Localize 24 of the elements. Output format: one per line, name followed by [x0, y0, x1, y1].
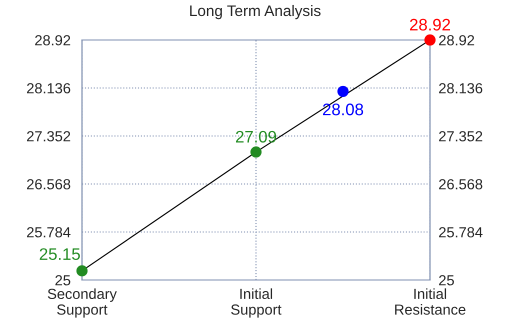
y-tick-label: 27.352: [27, 131, 70, 142]
y2-tick-label: 25.784: [439, 227, 483, 238]
data-label: 28.92: [410, 18, 450, 31]
data-label: 27.09: [236, 130, 276, 143]
y2-tick-label: 28.92: [439, 35, 474, 46]
y-tick-label: 28.92: [35, 35, 70, 46]
point: [250, 146, 262, 158]
y2-tick-label: 27.352: [439, 131, 482, 142]
y2-tick-label: 28.136: [439, 83, 482, 94]
y-tick-label: 28.136: [27, 83, 70, 94]
x-tick-label: Initial Resistance: [395, 288, 466, 315]
y-tick-label: 25: [55, 275, 70, 286]
data-label: 28.08: [322, 104, 364, 116]
y-tick-label: 25.784: [27, 227, 70, 238]
x-tick-label: Initial Support: [231, 288, 282, 318]
y2-tick-label: 26.568: [439, 179, 482, 190]
data-label: 25.15: [40, 248, 80, 260]
point: [424, 34, 436, 46]
point: [337, 86, 349, 98]
y2-tick-label: 25: [439, 275, 454, 286]
x-tick-label: Secondary Support: [48, 288, 117, 318]
y-tick-label: 26.568: [27, 179, 70, 190]
chart-title: Long Term Analysis: [190, 4, 321, 20]
point: [76, 265, 88, 276]
